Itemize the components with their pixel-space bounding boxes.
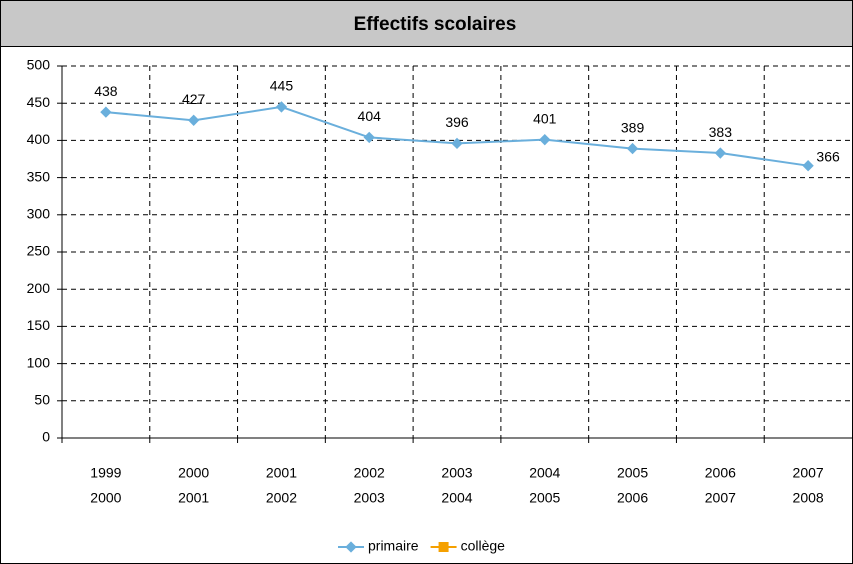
x-tick-label: 2001 [178, 490, 209, 506]
data-label: 438 [94, 83, 118, 99]
data-label: 401 [533, 110, 557, 126]
y-tick-label: 0 [42, 429, 50, 445]
legend-label: collège [461, 538, 506, 554]
point [626, 142, 639, 155]
point [363, 131, 375, 144]
y-tick-label: 150 [27, 317, 51, 333]
x-tick-label: 2006 [617, 490, 648, 506]
legend-label: primaire [368, 538, 419, 554]
data-label: 427 [182, 91, 206, 107]
point [451, 137, 463, 150]
data-label: 404 [358, 108, 382, 124]
chart-title: Effectifs scolaires [354, 14, 517, 35]
title-bar [0, 0, 853, 47]
x-tick-label: 2003 [441, 465, 472, 481]
x-tick-label: 2004 [529, 465, 560, 481]
x-tick-label: 2003 [354, 490, 385, 506]
point [539, 133, 551, 146]
data-label: 389 [621, 119, 645, 135]
x-tick-label: 2002 [354, 465, 385, 481]
x-tick-label: 2007 [705, 490, 736, 506]
x-tick-label: 2005 [529, 490, 560, 506]
x-tick-label: 2005 [617, 465, 648, 481]
data-label: 396 [445, 114, 469, 130]
data-label: 445 [270, 78, 294, 94]
x-tick-label: 1999 [90, 465, 121, 481]
x-tick-label: 2000 [90, 490, 121, 506]
y-tick-label: 450 [27, 94, 51, 110]
x-tick-label: 2001 [266, 465, 297, 481]
x-tick-label: 2007 [793, 465, 824, 481]
y-tick-label: 200 [27, 280, 51, 296]
y-tick-label: 300 [27, 206, 51, 222]
y-tick-label: 350 [27, 168, 51, 184]
x-tick-label: 2004 [441, 490, 472, 506]
legend-marker [438, 542, 449, 552]
point [714, 147, 726, 159]
y-tick-label: 500 [27, 57, 51, 73]
y-tick-label: 50 [34, 392, 50, 408]
y-tick-label: 400 [27, 131, 51, 147]
y-tick-label: 100 [27, 354, 51, 370]
legend-marker [345, 541, 357, 553]
data-label: 383 [709, 124, 733, 140]
y-tick-label: 250 [27, 243, 51, 259]
point [802, 160, 814, 172]
x-tick-label: 2008 [793, 490, 824, 506]
x-tick-label: 2000 [178, 465, 209, 481]
x-tick-label: 2002 [266, 490, 297, 506]
data-label: 366 [816, 148, 840, 164]
x-tick-label: 2006 [705, 465, 736, 481]
